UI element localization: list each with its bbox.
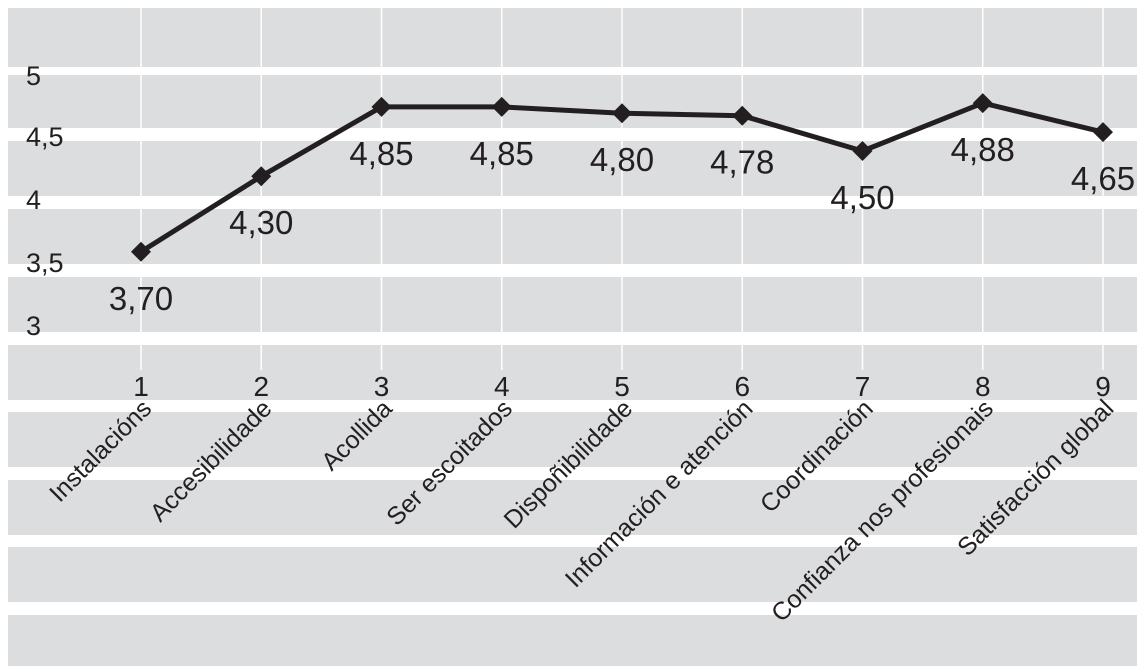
background-band-3: [8, 141, 1137, 196]
data-label: 4,88: [951, 131, 1015, 168]
background-band-4: [8, 209, 1137, 264]
data-label: 4,50: [830, 179, 894, 216]
background-band-7: [8, 412, 1137, 467]
x-tick-label: 3: [374, 371, 390, 402]
data-labels: 3,70 4,30 4,85 4,85 4,80 4,78 4,50 4,88 4,65: [109, 131, 1135, 317]
background-band-1: [8, 8, 1137, 67]
data-point-marker: [491, 96, 512, 117]
data-point-marker: [131, 241, 151, 262]
data-label: 4,85: [470, 135, 534, 172]
data-label: 4,80: [590, 141, 654, 178]
data-label: 4,78: [710, 144, 774, 181]
data-markers: [131, 93, 1113, 262]
data-point-marker: [972, 93, 993, 114]
background-band-6: [8, 345, 1137, 400]
data-point-marker: [732, 105, 753, 126]
x-tick-label: 9: [1095, 371, 1111, 402]
x-tick-label: 8: [975, 371, 991, 402]
y-axis-ticks: 3 3,5 4 4,5 5: [26, 61, 64, 341]
x-tick-label: 4: [494, 371, 510, 402]
background-band-2: [8, 75, 1137, 128]
y-tick-label: 3: [26, 311, 41, 341]
data-label: 4,30: [229, 204, 293, 241]
x-tick-label: 7: [855, 371, 871, 402]
data-point-marker: [371, 96, 392, 117]
y-tick-label: 3,5: [26, 248, 64, 278]
x-tick-label: 2: [253, 371, 269, 402]
vertical-gridlines: [140, 8, 1104, 370]
background-band-10: [8, 615, 1137, 666]
x-tick-label: 1: [133, 371, 149, 402]
data-point-marker: [251, 166, 272, 187]
data-label: 4,65: [1071, 160, 1135, 197]
background-band-5: [8, 277, 1137, 332]
background-band-9: [8, 547, 1137, 602]
data-point-marker: [612, 103, 632, 124]
y-tick-label: 4: [26, 185, 41, 215]
y-tick-label: 4,5: [26, 122, 64, 152]
x-tick-label: 6: [734, 371, 750, 402]
data-point-marker: [852, 141, 873, 161]
x-axis-ticks: 1 2 3 4 5 6 7 8 9: [133, 371, 1111, 402]
data-point-marker: [1093, 122, 1113, 143]
data-label: 3,70: [109, 280, 173, 317]
data-label: 4,85: [349, 135, 413, 172]
x-tick-label: 5: [614, 371, 630, 402]
background-band-8: [8, 480, 1137, 535]
background-bands: [8, 8, 1137, 666]
y-tick-label: 5: [26, 61, 41, 91]
